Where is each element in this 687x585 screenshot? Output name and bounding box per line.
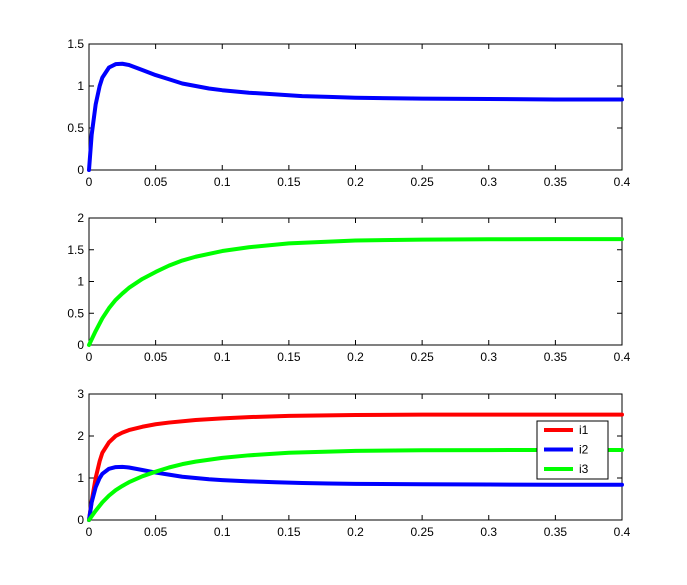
x-tick-label: 0.05 [144, 175, 168, 189]
x-tick-label: 0.35 [544, 525, 568, 539]
x-tick-label: 0.4 [614, 350, 631, 364]
y-tick-label: 1 [77, 471, 84, 485]
x-tick-label: 0 [86, 175, 93, 189]
y-tick-label: 3 [77, 387, 84, 401]
series-line-series-1 [87, 237, 624, 347]
x-tick-label: 0.4 [614, 175, 631, 189]
x-tick-label: 0.25 [410, 175, 434, 189]
x-tick-label: 0 [86, 525, 93, 539]
x-tick-label: 0.35 [544, 175, 568, 189]
x-tick-label: 0.35 [544, 350, 568, 364]
subplot-3: 0 0.05 0.1 0.15 0.2 0.25 0.3 0.35 0.4 0 1 2 3 i1 i2 i3 [77, 387, 630, 539]
x-tick-label: 0.1 [214, 350, 231, 364]
x-tick-label: 0.25 [410, 350, 434, 364]
series-line-i2 [87, 464, 624, 522]
x-tick-label: 0.3 [480, 175, 497, 189]
subplot-1: 0 0.05 0.1 0.15 0.2 0.25 0.3 0.35 0.4 0 0.5 1 1.5 [67, 37, 630, 189]
x-tick-label: 0.05 [144, 350, 168, 364]
y-tick-label: 2 [77, 211, 84, 225]
legend: i1 i2 i3 [536, 420, 609, 480]
x-tick-label: 0.3 [480, 525, 497, 539]
y-tick-label: 0.5 [67, 121, 84, 135]
legend-label-i1: i1 [579, 423, 589, 437]
series-line-series-1 [87, 61, 624, 172]
x-tick-label: 0 [86, 350, 93, 364]
x-tick-label: 0.15 [277, 350, 301, 364]
y-tick-label: 1 [77, 275, 84, 289]
axes-box [88, 43, 623, 171]
x-tick-label: 0.05 [144, 525, 168, 539]
x-tick-label: 0.15 [277, 175, 301, 189]
legend-label-i2: i2 [579, 443, 589, 457]
y-tick-label: 1.5 [67, 243, 84, 257]
subplot-2: 0 0.05 0.1 0.15 0.2 0.25 0.3 0.35 0.4 0 0.5 1 1.5 2 [67, 211, 630, 364]
x-tick-label: 0.15 [277, 525, 301, 539]
y-tick-label: 0 [77, 163, 84, 177]
y-tick-label: 0 [77, 338, 84, 352]
x-tick-label: 0.2 [347, 350, 364, 364]
y-tick-label: 2 [77, 429, 84, 443]
x-tick-label: 0.25 [410, 525, 434, 539]
series-line-i1 [87, 412, 624, 522]
y-tick-label: 1.5 [67, 37, 84, 51]
y-tick-label: 0.5 [67, 306, 84, 320]
legend-label-i3: i3 [579, 462, 589, 476]
x-tick-label: 0.3 [480, 350, 497, 364]
x-tick-label: 0.1 [214, 175, 231, 189]
y-tick-label: 1 [77, 79, 84, 93]
x-tick-label: 0.1 [214, 525, 231, 539]
x-tick-label: 0.2 [347, 525, 364, 539]
y-tick-label: 0 [77, 513, 84, 527]
x-tick-label: 0.2 [347, 175, 364, 189]
x-tick-label: 0.4 [614, 525, 631, 539]
series-line-i3 [87, 447, 624, 522]
axes-box [88, 217, 623, 346]
